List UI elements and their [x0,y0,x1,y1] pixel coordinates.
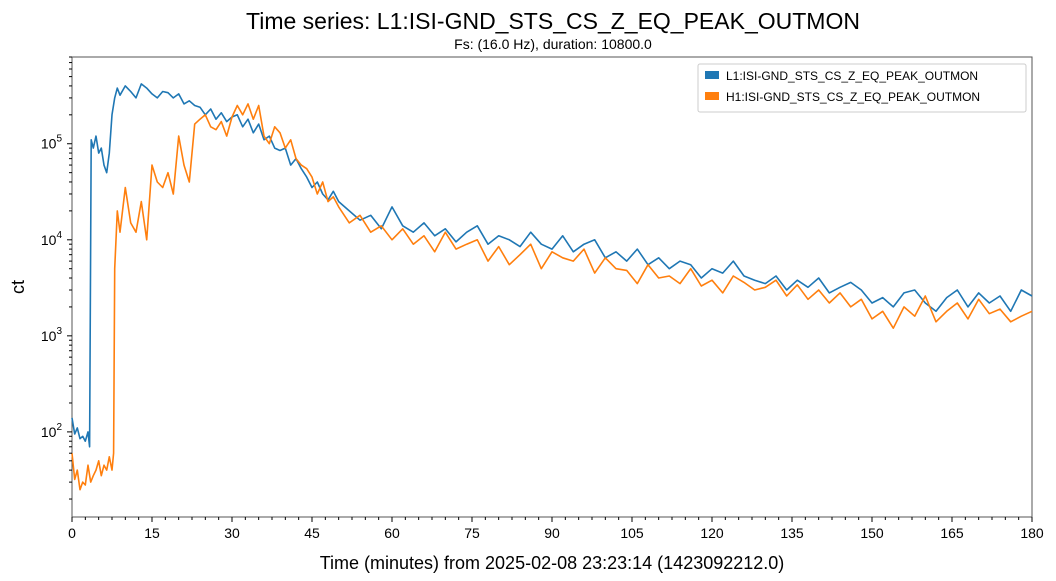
series-group [71,83,1033,491]
plot-frame [71,56,1033,518]
x-tick-label-10: 150 [860,525,884,541]
y-tick-label-2: 104 [41,230,63,248]
y-axis-label: ct [8,280,28,294]
x-tick-label-12: 180 [1020,525,1044,541]
x-tick-label-0: 0 [68,525,76,541]
x-axis-label: Time (minutes) from 2025-02-08 23:23:14 … [320,553,785,573]
series-line-0 [71,83,1033,448]
legend-box [697,63,1027,113]
x-tick-label-3: 45 [304,525,320,541]
x-tick-label-4: 60 [384,525,400,541]
plot-area [71,56,1033,518]
series-line-1 [71,103,1033,491]
chart-subtitle: Fs: (16.0 Hz), duration: 10800.0 [454,36,652,52]
x-tick-label-1: 15 [144,525,160,541]
y-tick-label-1: 103 [41,326,63,344]
x-tick-label-7: 105 [620,525,644,541]
x-tick-label-6: 90 [544,525,560,541]
x-tick-label-8: 120 [700,525,724,541]
x-axis-ticks: 0 15 30 45 60 75 90 105 120 135 150 165 180 [68,517,1044,541]
legend-label-l1: L1:ISI-GND_STS_CS_Z_EQ_PEAK_OUTMON [726,69,978,83]
y-tick-label-3: 105 [41,134,63,152]
x-tick-label-5: 75 [464,525,480,541]
x-tick-label-2: 30 [224,525,240,541]
y-tick-label-0: 102 [41,422,63,440]
x-tick-label-9: 135 [780,525,804,541]
legend-swatch-h1 [705,92,719,100]
chart-title: Time series: L1:ISI-GND_STS_CS_Z_EQ_PEAK… [246,8,860,34]
legend: L1:ISI-GND_STS_CS_Z_EQ_PEAK_OUTMON H1:IS… [697,63,1027,113]
y-axis-ticks: 102 103 104 105 [41,56,72,500]
x-tick-label-11: 165 [940,525,964,541]
legend-label-h1: H1:ISI-GND_STS_CS_Z_EQ_PEAK_OUTMON [726,90,980,104]
legend-swatch-l1 [705,71,719,79]
